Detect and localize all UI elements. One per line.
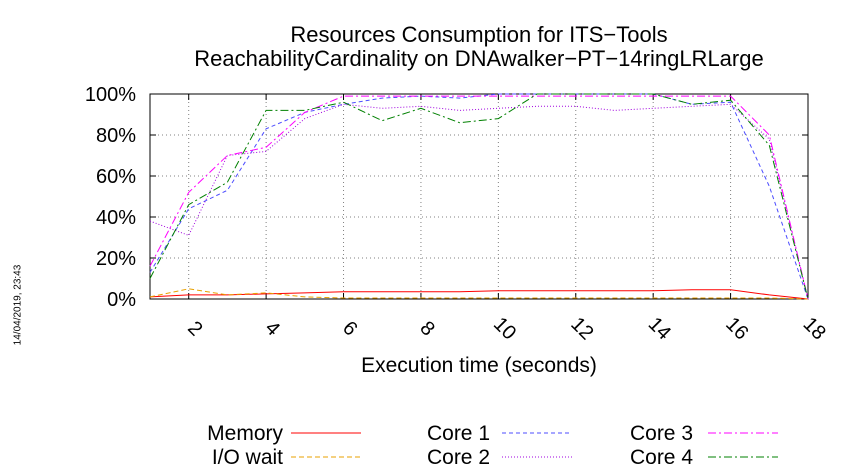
series-line-core-3	[149, 95, 809, 300]
legend-label-core-3: Core 3	[630, 422, 693, 445]
x-tick-label: 6	[338, 317, 361, 340]
y-tick-label: 0%	[107, 289, 136, 311]
x-tick-label: 10	[489, 313, 520, 344]
x-tick-label: 4	[261, 317, 284, 340]
series-line-core-1	[149, 93, 809, 300]
series-line-memory	[149, 289, 809, 300]
y-tick-label: 60%	[96, 166, 136, 188]
series-line-i-o-wait	[149, 288, 809, 300]
y-tick-label: 40%	[96, 207, 136, 229]
y-tick-label: 20%	[96, 248, 136, 270]
x-tick-label: 18	[799, 313, 830, 344]
legend-label-core-2: Core 2	[427, 446, 490, 469]
x-tick-label: 8	[415, 317, 438, 340]
y-tick-label: 80%	[96, 125, 136, 147]
y-tick-label: 100%	[85, 84, 136, 106]
x-tick-label: 12	[566, 313, 597, 344]
series-line-core-2	[149, 103, 809, 300]
series-line-core-4	[149, 93, 809, 300]
legend-label-i-o-wait: I/O wait	[212, 446, 283, 469]
x-tick-label: 14	[644, 313, 675, 344]
x-tick-label: 16	[721, 313, 752, 344]
chart-title-line-2: ReachabilityCardinality on DNAwalker−PT−…	[194, 46, 764, 71]
x-tick-label: 2	[183, 317, 206, 340]
legend-label-memory: Memory	[207, 422, 283, 445]
legend-label-core-4: Core 4	[630, 446, 693, 469]
plot-frame	[149, 93, 809, 300]
legend-label-core-1: Core 1	[427, 422, 490, 445]
chart-title-line-1: Resources Consumption for ITS−Tools	[290, 22, 668, 47]
x-axis-label: Execution time (seconds)	[361, 354, 597, 377]
